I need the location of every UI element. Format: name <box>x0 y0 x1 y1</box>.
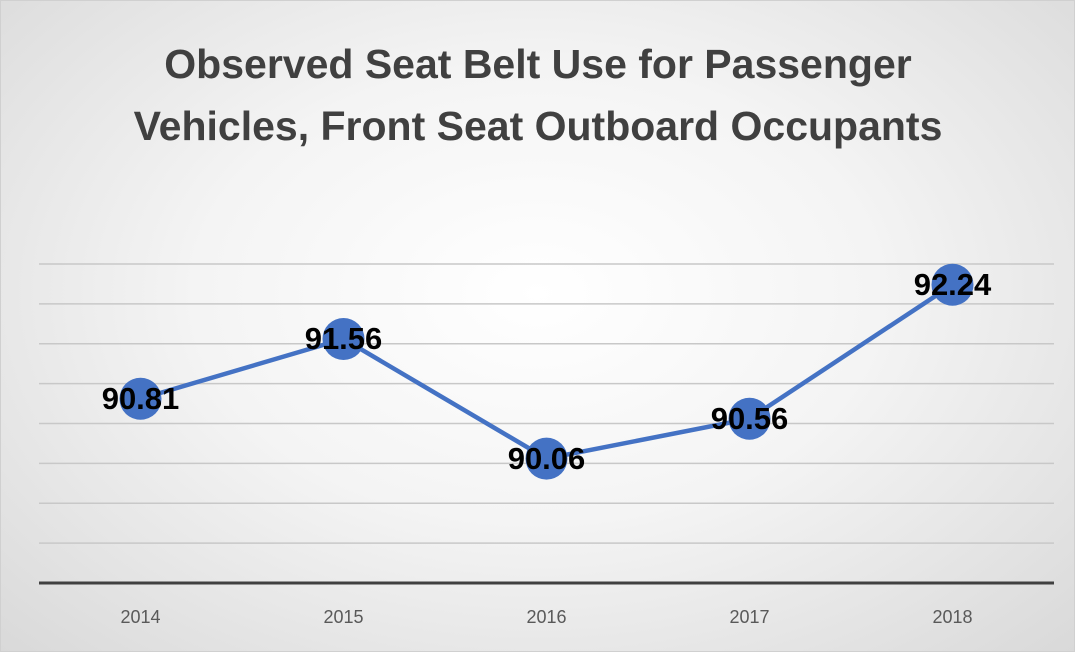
data-label: 92.24 <box>914 267 992 302</box>
data-label: 91.56 <box>305 321 383 356</box>
x-tick-label: 2014 <box>120 607 160 627</box>
x-tick-label: 2017 <box>729 607 769 627</box>
data-point <box>728 397 771 440</box>
chart-title: Observed Seat Belt Use for Passenger Veh… <box>133 41 943 149</box>
x-tick-label: 2018 <box>932 607 972 627</box>
x-tick-label: 2015 <box>323 607 363 627</box>
data-point <box>322 317 365 360</box>
data-label: 90.06 <box>508 441 586 476</box>
data-label: 90.56 <box>711 401 789 436</box>
data-line <box>139 282 954 461</box>
data-label: 90.81 <box>102 381 180 416</box>
x-tick-label: 2016 <box>526 607 566 627</box>
data-point <box>525 437 568 480</box>
data-point <box>931 263 974 306</box>
data-point <box>119 377 162 420</box>
